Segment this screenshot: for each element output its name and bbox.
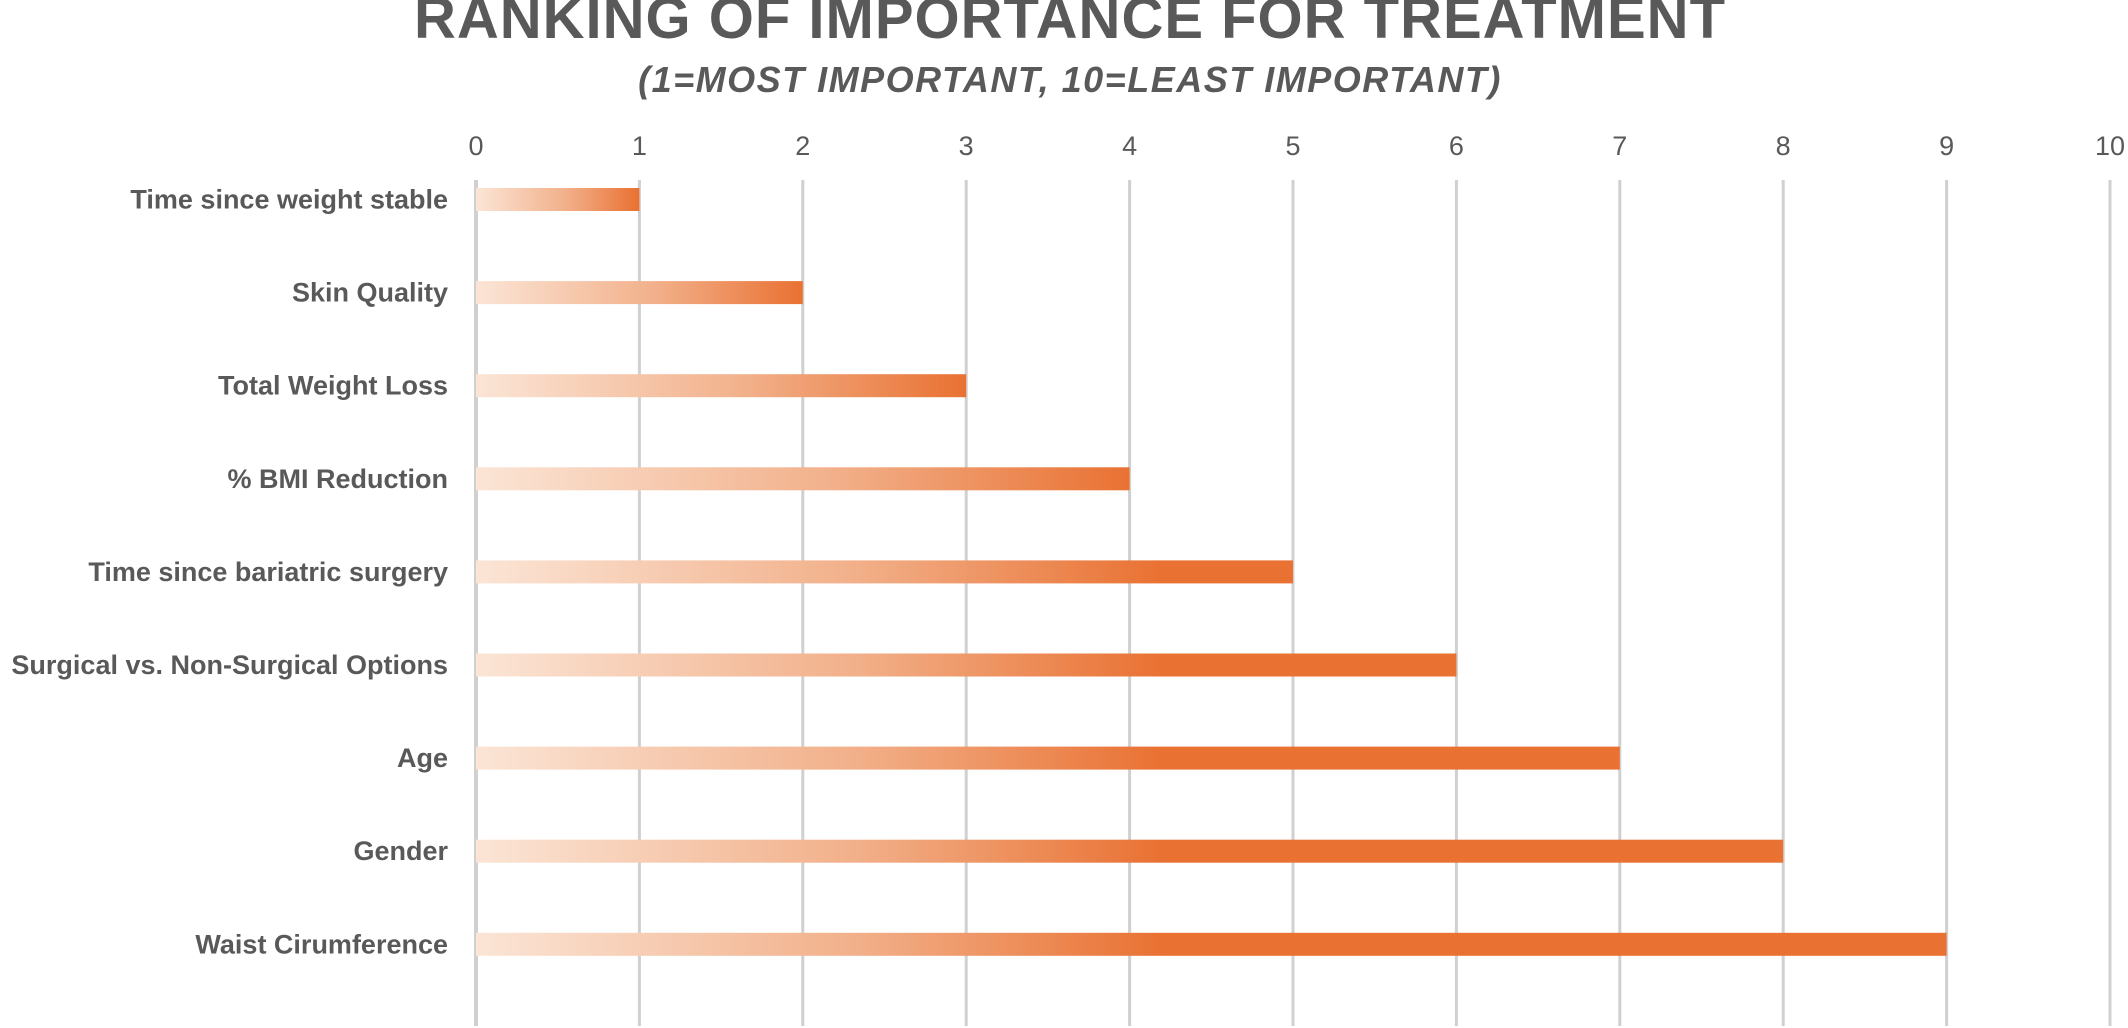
category-label: Total Weight Loss xyxy=(218,371,448,401)
bar xyxy=(476,839,1784,863)
category-label: % BMI Reduction xyxy=(228,464,449,494)
x-tick-label: 2 xyxy=(795,131,810,161)
bar xyxy=(476,281,803,305)
bar xyxy=(476,653,1457,677)
x-tick-label: 6 xyxy=(1449,131,1464,161)
category-label: Gender xyxy=(353,836,448,866)
bar xyxy=(476,746,1620,770)
category-label: Age xyxy=(397,743,448,773)
x-tick-label: 5 xyxy=(1285,131,1300,161)
bar xyxy=(476,932,1947,956)
category-label: Waist Cirumference xyxy=(195,929,448,959)
x-tick-label: 10 xyxy=(2095,131,2125,161)
bar xyxy=(476,188,640,211)
category-label: Time since bariatric surgery xyxy=(88,557,448,587)
bars xyxy=(476,188,1947,956)
x-tick-label: 4 xyxy=(1122,131,1137,161)
gridlines xyxy=(474,180,2112,1026)
category-labels: Time since weight stable Skin Quality Tota… xyxy=(11,185,448,960)
category-label: Skin Quality xyxy=(292,278,448,308)
bar xyxy=(476,467,1130,491)
x-tick-label: 8 xyxy=(1776,131,1791,161)
x-tick-label: 0 xyxy=(468,131,483,161)
x-tick-label: 9 xyxy=(1939,131,1954,161)
bar xyxy=(476,560,1293,584)
x-tick-label: 3 xyxy=(959,131,974,161)
category-label: Time since weight stable xyxy=(130,185,448,215)
category-label: Surgical vs. Non-Surgical Options xyxy=(11,650,448,680)
chart-subtitle: (1=MOST IMPORTANT, 10=LEAST IMPORTANT) xyxy=(638,59,1502,100)
x-tick-label: 1 xyxy=(632,131,647,161)
bar xyxy=(476,374,967,398)
x-axis-tick-labels: 0 1 2 3 4 5 6 7 8 9 10 xyxy=(468,131,2125,161)
x-tick-label: 7 xyxy=(1612,131,1627,161)
chart-title: RANKING OF IMPORTANCE FOR TREATMENT xyxy=(414,0,1726,51)
